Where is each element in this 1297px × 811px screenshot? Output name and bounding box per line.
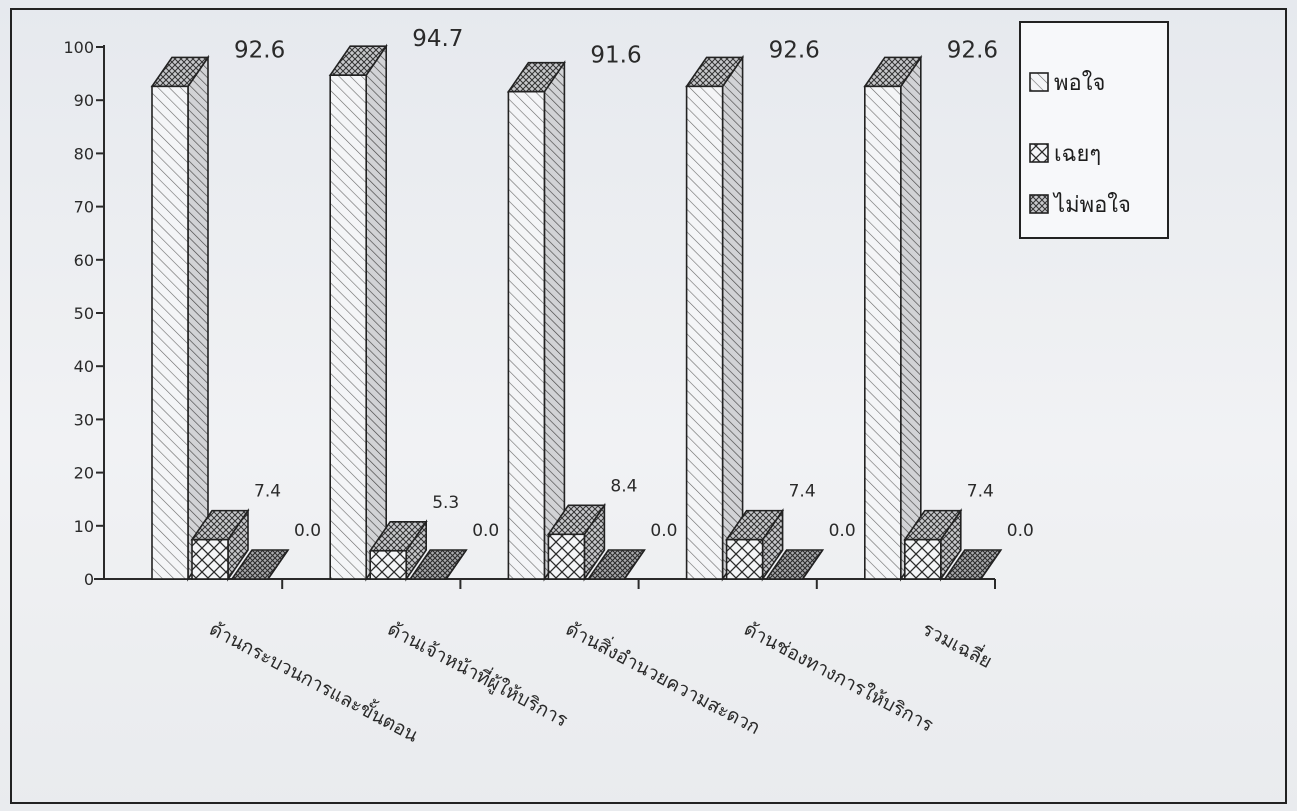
legend-label-satisfied: พอใจ <box>1054 70 1105 96</box>
bar-satisfied <box>152 57 208 579</box>
x-tick-label: ด้านช่องทางการให้บริการ <box>740 618 937 736</box>
data-label: 0.0 <box>650 521 677 541</box>
data-label: 7.4 <box>967 482 994 502</box>
x-tick-label: รวมเฉลี่ย <box>918 615 997 673</box>
bar-front-face <box>330 75 366 579</box>
data-label: 91.6 <box>590 43 641 69</box>
bar-side-face <box>544 63 564 579</box>
x-axis-categories: ด้านกระบวนการและขั้นตอนด้านเจ้าหน้าที่ผู… <box>206 615 997 746</box>
legend: พอใจ เฉยๆ ไม่พอใจ <box>1020 22 1168 238</box>
legend-swatch-dissatisfied <box>1030 195 1048 213</box>
bar-satisfied <box>687 57 743 579</box>
data-label: 5.3 <box>432 493 459 513</box>
y-tick-label: 60 <box>74 251 94 270</box>
bar-side-face <box>188 57 208 579</box>
chart-frame: 0 10 20 30 40 50 60 70 80 90 100 92.6 7.4 0.0 94.7 5.3… <box>10 8 1287 804</box>
bar-front-face <box>192 540 228 579</box>
data-label: 92.6 <box>234 37 285 63</box>
y-tick-label: 90 <box>74 91 94 110</box>
x-tick-label: ด้านสิ่งอำนวยความสะดวก <box>562 615 765 739</box>
bar-front-face <box>687 86 723 579</box>
bar-chart: 0 10 20 30 40 50 60 70 80 90 100 92.6 7.4 0.0 94.7 5.3… <box>10 8 1287 804</box>
bar-front-face <box>508 92 544 579</box>
bar-satisfied <box>865 57 921 579</box>
bar-front-face <box>865 86 901 579</box>
y-tick-label: 100 <box>63 38 94 57</box>
legend-swatch-neutral <box>1030 144 1048 162</box>
bar-satisfied <box>508 63 564 579</box>
data-label: 0.0 <box>829 521 856 541</box>
bar-front-face <box>152 86 188 579</box>
bar-side-face <box>723 57 743 579</box>
bar-satisfied <box>330 46 386 579</box>
legend-swatch-satisfied <box>1030 73 1048 91</box>
y-tick-label: 20 <box>74 464 94 483</box>
data-label: 8.4 <box>610 476 637 496</box>
x-tick-label: ด้านเจ้าหน้าที่ผู้ให้บริการ <box>384 615 573 731</box>
bar-front-face <box>548 534 584 579</box>
data-label: 0.0 <box>1007 521 1034 541</box>
y-tick-label: 50 <box>74 304 94 323</box>
data-label: 94.7 <box>412 26 463 52</box>
bar-front-face <box>727 540 763 579</box>
y-tick-label: 10 <box>74 517 94 536</box>
bar-side-face <box>366 46 386 579</box>
bar-front-face <box>905 540 941 579</box>
y-tick-label: 70 <box>74 198 94 217</box>
bar-front-face <box>370 551 406 579</box>
data-label: 7.4 <box>254 482 281 502</box>
data-label: 0.0 <box>294 521 321 541</box>
bar-side-face <box>901 57 921 579</box>
data-label: 7.4 <box>789 482 816 502</box>
y-tick-label: 30 <box>74 410 94 429</box>
bars: 92.6 7.4 0.0 94.7 5.3 0.0 91.6 8.4 0.0 92.6 7.4 0.0… <box>152 26 1034 579</box>
data-label: 0.0 <box>472 521 499 541</box>
data-label: 92.6 <box>947 37 998 63</box>
y-tick-label: 80 <box>74 144 94 163</box>
y-tick-label: 40 <box>74 357 94 376</box>
legend-label-neutral: เฉยๆ <box>1054 142 1101 167</box>
y-tick-label: 0 <box>84 570 94 589</box>
legend-label-dissatisfied: ไม่พอใจ <box>1052 192 1131 218</box>
data-label: 92.6 <box>769 37 820 63</box>
